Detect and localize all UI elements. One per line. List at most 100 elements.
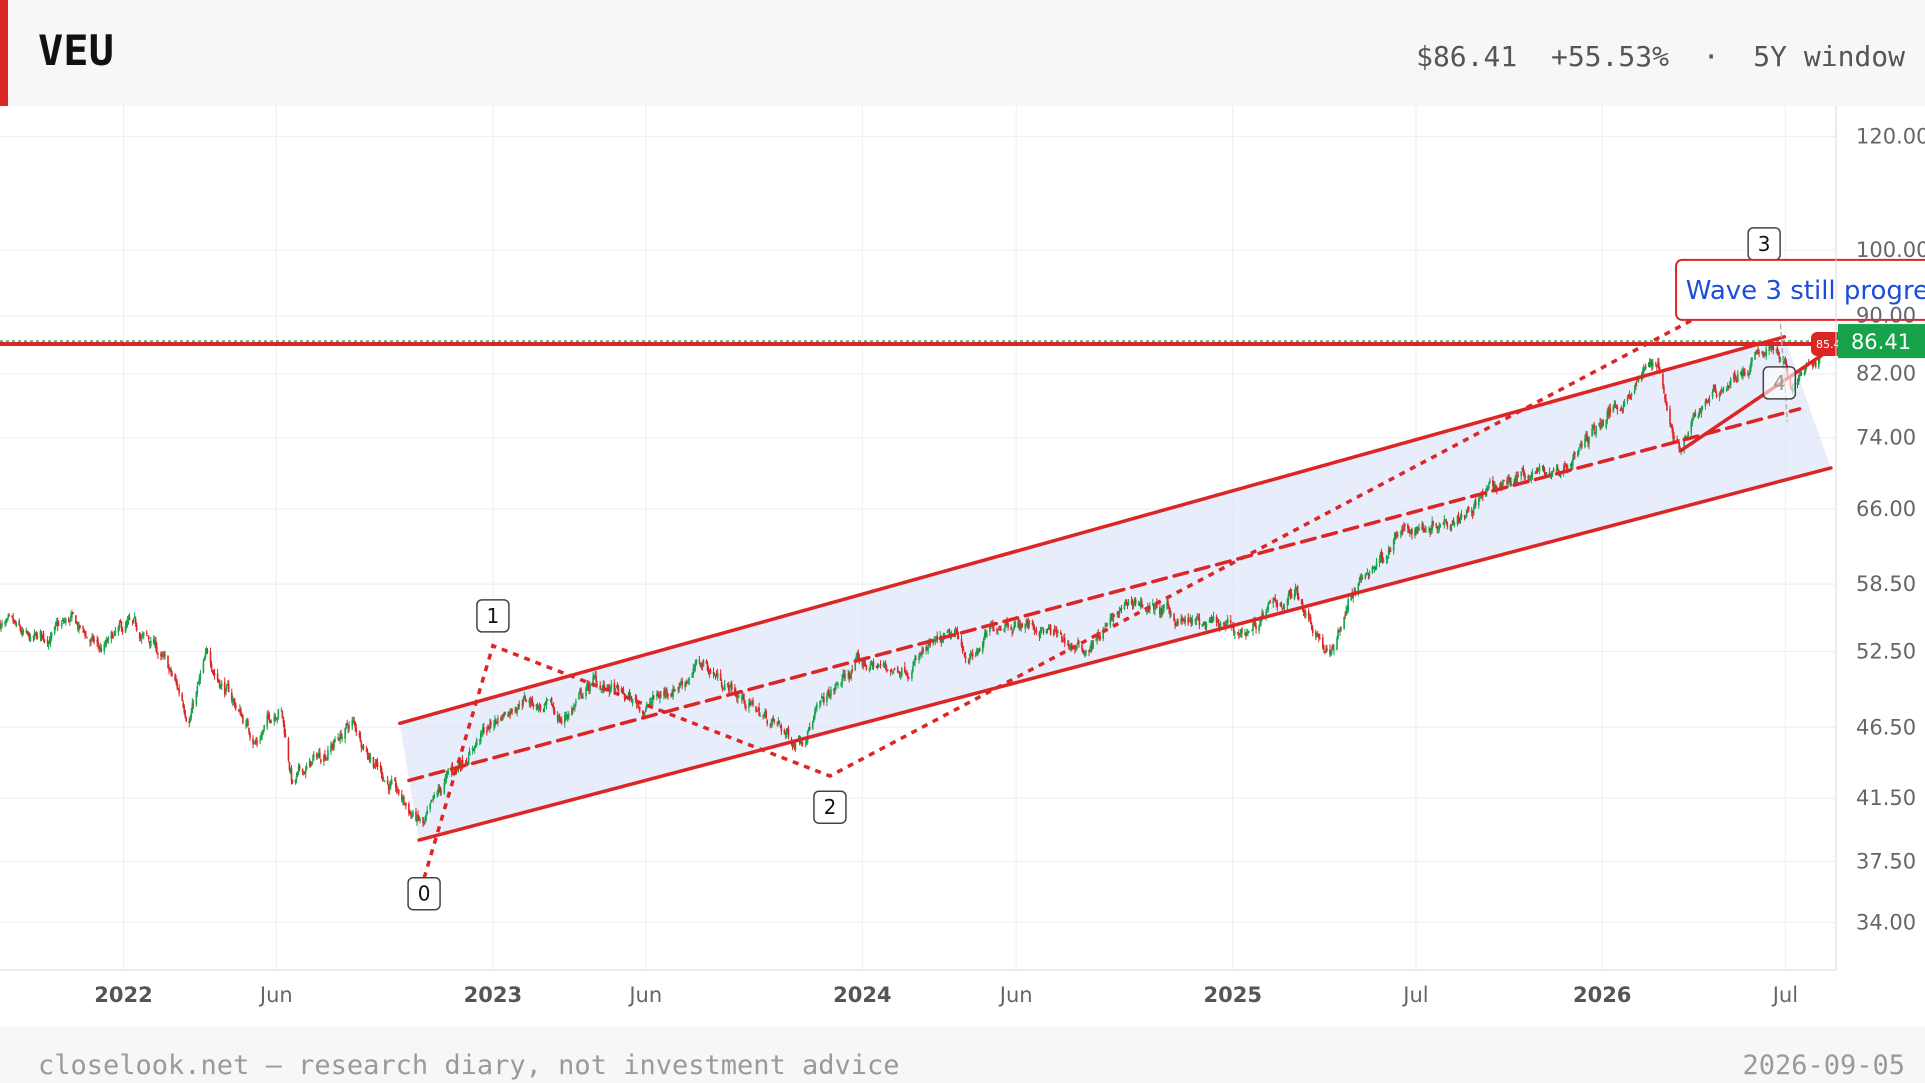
candle-body bbox=[1489, 480, 1491, 484]
candle-body bbox=[161, 654, 163, 656]
candle-body bbox=[266, 715, 269, 727]
candle-body bbox=[1276, 602, 1279, 607]
candle-body bbox=[1112, 614, 1115, 622]
time-window: 5Y window bbox=[1753, 40, 1905, 73]
candle-body bbox=[1563, 465, 1566, 467]
candle-body bbox=[1437, 528, 1440, 530]
wave-label-text: 1 bbox=[487, 604, 500, 628]
candle-body bbox=[723, 684, 726, 690]
candle-body bbox=[255, 741, 257, 743]
candle-body bbox=[240, 709, 242, 716]
candle-body bbox=[238, 709, 240, 712]
candle-body bbox=[1038, 631, 1041, 637]
candle-body bbox=[794, 741, 797, 749]
candle-body bbox=[429, 803, 431, 810]
candle-body bbox=[1337, 630, 1339, 639]
candle-body bbox=[1262, 614, 1264, 617]
candle-body bbox=[32, 636, 35, 638]
candle-body bbox=[679, 683, 681, 687]
candle-body bbox=[729, 684, 732, 686]
candle-body bbox=[1623, 401, 1626, 407]
candle-body bbox=[317, 756, 319, 758]
candle-body bbox=[1487, 488, 1489, 490]
candle-body bbox=[911, 672, 913, 679]
candle-body bbox=[714, 674, 717, 677]
candle-body bbox=[641, 711, 644, 714]
candle-body bbox=[1146, 607, 1149, 614]
candle-body bbox=[419, 819, 421, 821]
candle-body bbox=[691, 673, 694, 678]
candle-body bbox=[722, 688, 725, 690]
candle-body bbox=[1318, 633, 1320, 638]
candle-body bbox=[1168, 605, 1170, 609]
candle-body bbox=[362, 744, 365, 750]
price-chart[interactable]: 0 1 2 3 4 Wave 3 still progressing 85.4 86.41 1… bbox=[0, 106, 1925, 1026]
candle-body bbox=[1775, 349, 1778, 351]
candle-body bbox=[969, 653, 972, 660]
candle-body bbox=[573, 706, 575, 710]
candle-body bbox=[1396, 534, 1399, 537]
candle-body bbox=[163, 654, 165, 657]
candle-body bbox=[587, 684, 589, 688]
candle-body bbox=[267, 714, 270, 716]
candle-body bbox=[83, 629, 85, 631]
candle-body bbox=[86, 636, 88, 639]
candle-body bbox=[145, 632, 148, 635]
candle-body bbox=[515, 708, 517, 712]
candle-body bbox=[1704, 400, 1707, 407]
candle-body bbox=[1687, 432, 1690, 437]
candle-body bbox=[963, 652, 966, 656]
candle-body bbox=[1216, 619, 1219, 621]
candle-body bbox=[822, 696, 824, 698]
candle-body bbox=[189, 718, 192, 722]
candle-body bbox=[891, 672, 894, 674]
candle-body bbox=[1099, 636, 1101, 639]
candle-body bbox=[823, 696, 825, 703]
candle-body bbox=[298, 765, 301, 769]
wave-label-text: 3 bbox=[1758, 232, 1771, 256]
candle-body bbox=[77, 623, 79, 630]
candle-body bbox=[1366, 572, 1369, 574]
candle-body bbox=[388, 785, 391, 790]
candle-body bbox=[755, 706, 757, 712]
candle-body bbox=[1296, 585, 1299, 595]
candle-body bbox=[1156, 602, 1158, 609]
candle-body bbox=[905, 672, 907, 674]
candle-body bbox=[1756, 349, 1758, 354]
candle-body bbox=[1251, 629, 1253, 631]
candle-body bbox=[1750, 362, 1752, 369]
candle-body bbox=[368, 756, 371, 760]
candle-body bbox=[1492, 480, 1494, 487]
candle-body bbox=[337, 737, 339, 739]
candle-body bbox=[829, 695, 831, 698]
candle-body bbox=[926, 648, 928, 650]
candle-body bbox=[1758, 352, 1760, 354]
candle-body bbox=[330, 745, 332, 752]
candle-body bbox=[1141, 605, 1144, 607]
candle-body bbox=[1451, 521, 1454, 524]
wave-path bbox=[422, 280, 1765, 879]
candle-body bbox=[1599, 422, 1601, 428]
candle-body bbox=[582, 696, 584, 698]
candle-body bbox=[141, 634, 144, 636]
candle-body bbox=[1536, 471, 1539, 473]
candle-body bbox=[1224, 624, 1227, 627]
candle-body bbox=[1595, 425, 1597, 434]
candle-body bbox=[1577, 451, 1579, 457]
candle-body bbox=[305, 766, 308, 769]
candle-body bbox=[338, 738, 340, 741]
candle-body bbox=[358, 733, 361, 735]
chart-area[interactable]: 0 1 2 3 4 Wave 3 still progressing 85.4 86.41 1… bbox=[0, 106, 1925, 1026]
wave-label-3: 3 bbox=[1747, 227, 1781, 261]
candle-body bbox=[1544, 472, 1547, 474]
candle-body bbox=[1218, 626, 1221, 628]
candle-body bbox=[39, 631, 42, 637]
candle-body bbox=[1535, 472, 1538, 474]
candle-body bbox=[178, 688, 180, 694]
candle-body bbox=[608, 687, 611, 692]
candle-body bbox=[1360, 576, 1363, 580]
candle-body bbox=[374, 762, 377, 767]
candle-body bbox=[1428, 529, 1430, 531]
candle-body bbox=[1755, 351, 1757, 353]
candle-body bbox=[303, 771, 306, 775]
